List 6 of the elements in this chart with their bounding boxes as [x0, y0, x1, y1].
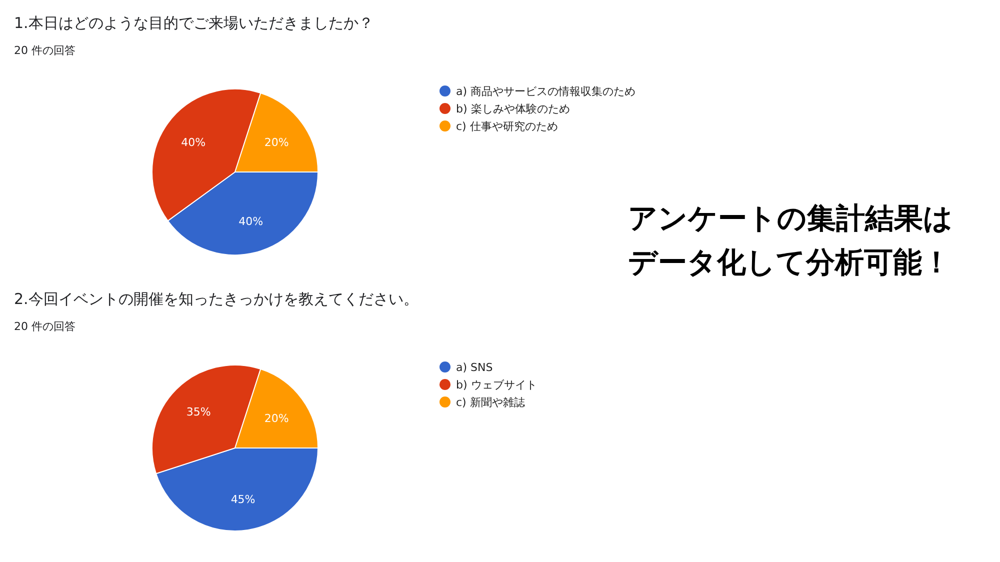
- annotation: アンケートの集計結果は: [628, 201, 953, 235]
- subtitle: 20 件の回答: [14, 320, 76, 333]
- subtitle: 20 件の回答: [14, 44, 76, 57]
- title: 2.今回イベントの開催を知ったきっかけを教えてください。: [14, 290, 418, 308]
- title: 1.本日はどのような目的でご来場いただきましたか？: [14, 14, 374, 32]
- annotation: データ化して分析可能！: [628, 245, 951, 279]
